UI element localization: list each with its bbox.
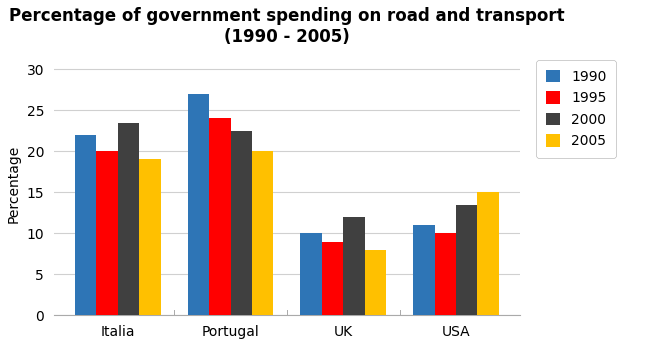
Bar bbox=[139, 160, 161, 315]
Bar bbox=[75, 135, 96, 315]
Bar bbox=[456, 204, 477, 315]
Bar bbox=[252, 151, 274, 315]
Title: Percentage of government spending on road and transport
(1990 - 2005): Percentage of government spending on roa… bbox=[9, 7, 565, 46]
Bar bbox=[188, 94, 209, 315]
Bar bbox=[477, 192, 499, 315]
Bar bbox=[413, 225, 435, 315]
Bar bbox=[231, 131, 252, 315]
Bar bbox=[365, 250, 386, 315]
Y-axis label: Percentage: Percentage bbox=[7, 145, 21, 223]
Bar bbox=[322, 242, 343, 315]
Legend: 1990, 1995, 2000, 2005: 1990, 1995, 2000, 2005 bbox=[536, 60, 616, 158]
Bar bbox=[96, 151, 118, 315]
Bar bbox=[209, 118, 231, 315]
Bar bbox=[435, 233, 456, 315]
Bar bbox=[343, 217, 365, 315]
Bar bbox=[118, 122, 139, 315]
Bar bbox=[300, 233, 322, 315]
